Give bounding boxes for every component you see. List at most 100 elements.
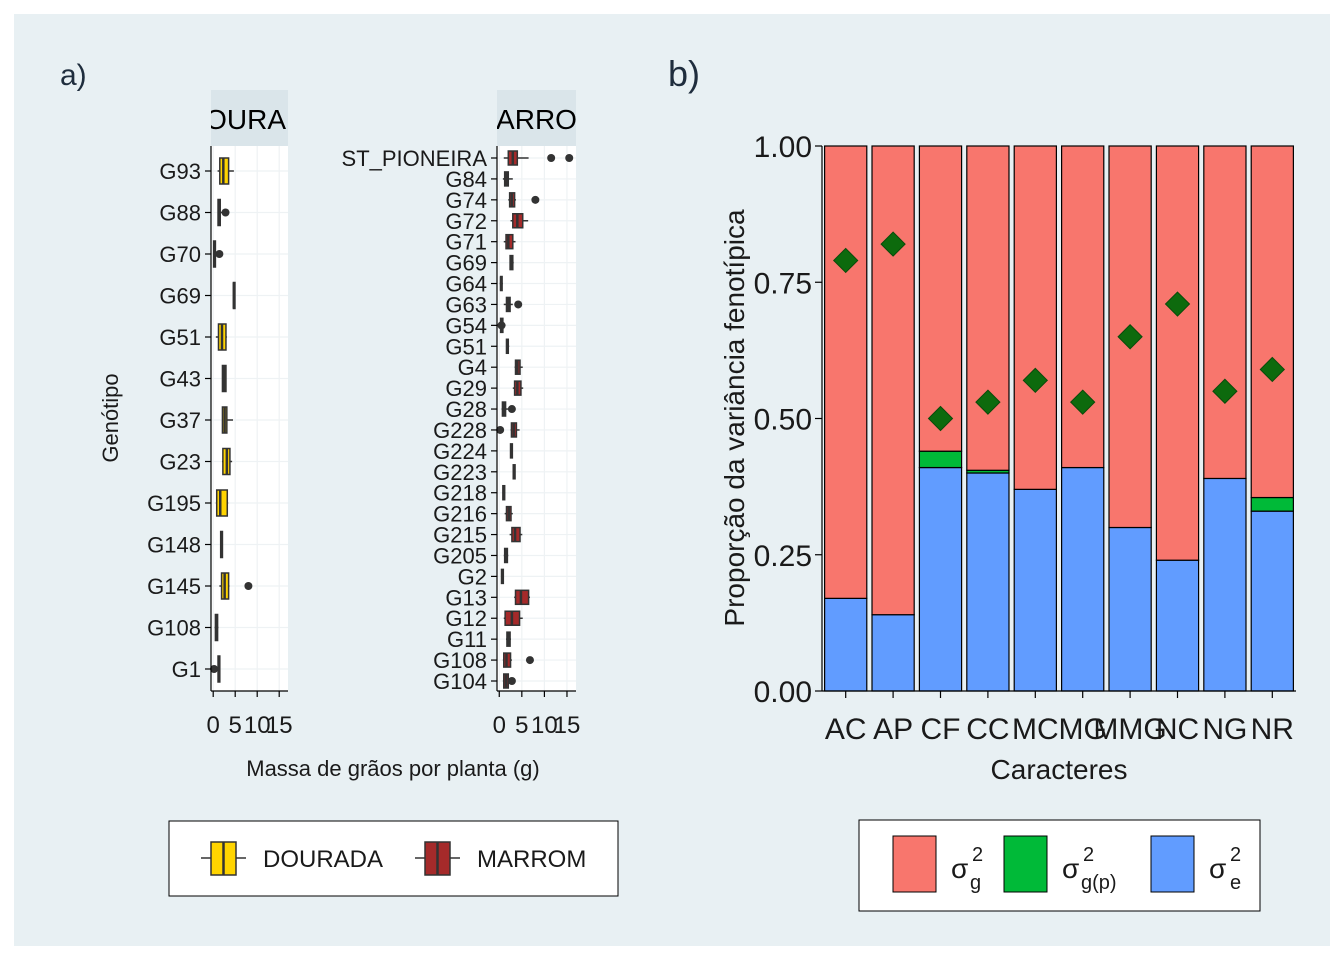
x-tick-label: NR [1251, 713, 1294, 746]
box-ST_PIONEIRA [503, 150, 574, 166]
box-G63 [503, 296, 523, 313]
y-tick-label: G93 [159, 159, 201, 184]
y-tick-label: 0.25 [754, 540, 812, 573]
legend-sup-sigma-gp: 2 [1083, 844, 1094, 866]
outlier-point [244, 582, 253, 590]
box [215, 489, 229, 517]
box-G148 [219, 530, 224, 559]
y-tick-label: ST_PIONEIRA [342, 146, 488, 171]
box-G224 [509, 443, 514, 459]
y-tick-label: G88 [159, 201, 201, 226]
box-G223 [512, 464, 516, 480]
genotype-tick-labels: G93 G88 G70 G69 G51 G43 G37 G23 G195 G148 G145 G108… [147, 146, 497, 694]
diamond-marker-CF [927, 405, 954, 432]
y-tick-label: 1.00 [754, 131, 812, 164]
diamond-marker-MC [1022, 367, 1049, 394]
facet-strip-dourada-label: OURAI [205, 104, 294, 135]
panel-a-ylabel: Genótipo [98, 373, 123, 462]
box-G69 [232, 281, 236, 310]
box-G37 [221, 406, 233, 434]
legend-sup-sigma-e: 2 [1230, 844, 1241, 866]
bar-segment-CC [966, 145, 1010, 471]
x-tick-label: NC [1156, 713, 1199, 746]
y-tick-label: G28 [445, 397, 487, 422]
y-tick-label: G69 [445, 251, 487, 276]
outlier-point [496, 425, 505, 434]
box-G28 [501, 401, 516, 417]
diamond-marker-CC [975, 389, 1001, 415]
y-tick-label: G223 [433, 460, 487, 485]
facet-gridlines [211, 146, 576, 691]
box-G108 [502, 652, 534, 668]
box-G72 [510, 213, 529, 229]
x-tick-label: 0 [493, 712, 506, 739]
box-G74 [508, 192, 540, 208]
y-tick-label: G84 [445, 167, 487, 192]
legend-label-sigma-gp: σ [1062, 853, 1079, 884]
box-G12 [503, 610, 523, 626]
panel-a-label: a) [60, 59, 87, 92]
box-G205 [503, 547, 509, 564]
box-G104 [502, 673, 516, 689]
y-tick-label: G43 [159, 367, 201, 392]
x-tick-label: MMG [1093, 713, 1166, 746]
bar-segment-MC [1013, 488, 1057, 692]
outlier-point [565, 154, 574, 162]
bar-segment-MG [1061, 466, 1105, 692]
y-tick-label: 0.50 [754, 404, 812, 437]
x-tick-label: 5 [229, 712, 242, 739]
box-G71 [503, 233, 516, 250]
diamond-marker-NG [1212, 378, 1238, 404]
box-G51 [505, 338, 510, 355]
x-tick-label: 5 [515, 712, 528, 739]
y-tick-label: G228 [433, 418, 487, 443]
y-tick-label: G218 [433, 481, 487, 506]
outlier-point [210, 665, 219, 673]
box-G23 [222, 447, 233, 476]
outlier-point [497, 321, 506, 330]
panel-b-ylabel: Proporção da variância fenotípica [719, 209, 750, 627]
legend-key-sigma-gp [1003, 835, 1048, 893]
box-G88 [217, 198, 230, 227]
y-tick-label: G54 [445, 313, 487, 338]
panel-a-legend: DOURADA MARROM [168, 820, 619, 897]
panel-b: b) 0.000.250.500.751.00 AC AP CF CC MC MGMMGN… [668, 53, 1296, 912]
box-G43 [221, 364, 227, 393]
box-G108 [214, 613, 219, 642]
bar-segment-CC [966, 472, 1010, 692]
y-tick-label: G12 [445, 606, 487, 631]
outlier-point [525, 656, 534, 665]
diamond-marker-AP [880, 231, 906, 257]
box-G218 [502, 484, 506, 501]
bar-segment-CF [918, 450, 963, 469]
box-G1 [210, 655, 221, 683]
facet-marrom-background [497, 146, 576, 691]
bar-segment-CF [918, 145, 963, 452]
box-G4 [514, 359, 523, 375]
outlier-point [547, 154, 556, 162]
panel-a-xlabel: Massa de grãos por planta (g) [246, 756, 540, 781]
y-tick-label: G72 [445, 209, 487, 234]
facet-strip-marrom-label: ARRO [496, 104, 577, 135]
bar-segment-MG [1061, 145, 1105, 469]
y-tick-label: 0.00 [754, 676, 812, 709]
bar-segment-NR [1250, 510, 1294, 692]
y-tick-label: G64 [445, 272, 487, 297]
panel-b-legend: σ 2 g σ 2 g(p) σ 2 e [858, 819, 1261, 912]
y-tick-label: 0.75 [754, 267, 812, 300]
box-G215 [509, 526, 523, 543]
x-tick-label: MG [1059, 713, 1107, 746]
diamond-markers [832, 231, 1286, 432]
box-G54 [497, 317, 506, 334]
y-tick-label: G205 [433, 543, 487, 568]
y-tick-label: G51 [159, 325, 201, 350]
panel-a: a) OURAI ARRO G93 G88 G70 G69 G51 G43 G37 G23 G1… [60, 59, 619, 897]
x-tick-label: 0 [207, 712, 220, 739]
diamond-marker-AC [832, 247, 859, 274]
box-G51 [215, 323, 227, 351]
legend-label-sigma-g: σ [951, 853, 968, 884]
box-G64 [499, 275, 503, 292]
